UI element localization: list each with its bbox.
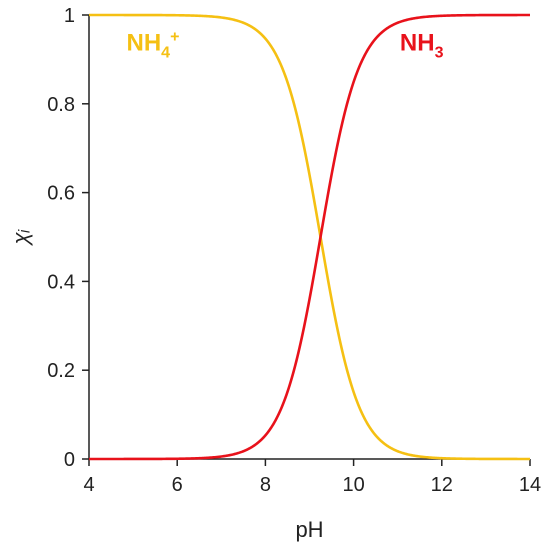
y-tick-label: 0.4 bbox=[47, 271, 75, 293]
y-tick-label: 0.6 bbox=[47, 183, 75, 205]
y-axis-title: χᵢ bbox=[8, 229, 33, 246]
y-tick-label: 0.2 bbox=[47, 360, 75, 382]
x-tick-label: 10 bbox=[342, 474, 364, 496]
x-tick-label: 8 bbox=[260, 474, 271, 496]
x-tick-label: 12 bbox=[431, 474, 453, 496]
curves-layer bbox=[88, 13, 531, 461]
x-tick-label: 6 bbox=[172, 474, 183, 496]
y-tick-label: 1 bbox=[64, 5, 75, 27]
series-line-nh4 bbox=[88, 13, 531, 461]
x-axis-title: pH bbox=[295, 517, 323, 542]
series-label-nh3: NH3 bbox=[400, 30, 444, 62]
x-tick-label: 4 bbox=[83, 474, 94, 496]
labels-layer: pH χᵢ NH4+ NH3 bbox=[8, 29, 444, 542]
x-tick-label: 14 bbox=[519, 474, 541, 496]
series-line-nh3 bbox=[88, 13, 531, 461]
y-tick-label: 0.8 bbox=[47, 94, 75, 116]
series-label-nh4: NH4+ bbox=[126, 29, 179, 62]
axes-layer: 4 6 8 10 12 14 0 0.2 0.4 0.6 0.8 1 bbox=[47, 5, 541, 496]
y-tick-label: 0 bbox=[64, 449, 75, 471]
